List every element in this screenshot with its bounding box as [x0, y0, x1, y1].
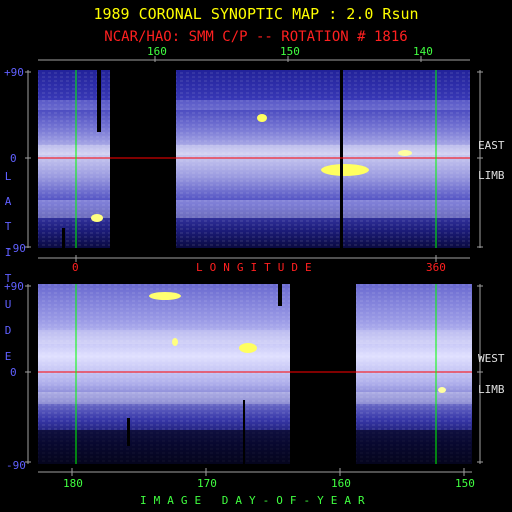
bottom-frame — [25, 284, 483, 476]
top-lat-tick-equator: 0 — [10, 152, 17, 165]
lon-tick-140: 140 — [413, 45, 433, 58]
latitude-letter: I — [4, 246, 12, 259]
map-title: 1989 CORONAL SYNOPTIC MAP : 2.0 Rsun — [93, 5, 419, 23]
lon-axis-end: 360 — [426, 261, 446, 274]
bottom-map — [38, 284, 472, 464]
latitude-letter: D — [4, 324, 12, 337]
latitude-letter: T — [4, 272, 12, 285]
map-subtitle: NCAR/HAO: SMM C/P -- ROTATION # 1816 — [104, 29, 408, 45]
top-frame — [25, 56, 483, 262]
latitude-letter: A — [4, 195, 12, 208]
west-limb-label: LIMB — [478, 383, 505, 396]
day-of-year-label: IMAGE DAY-OF-YEAR — [140, 494, 372, 507]
west-label: WEST — [478, 352, 505, 365]
day-tick-180: 180 — [63, 477, 83, 490]
day-tick-160: 160 — [331, 477, 351, 490]
bottom-lat-tick-north: +90 — [4, 280, 24, 293]
day-tick-150: 150 — [455, 477, 475, 490]
latitude-letter: U — [4, 298, 12, 311]
lon-tick-160: 160 — [147, 45, 167, 58]
latitude-letter: E — [4, 350, 12, 363]
top-lat-tick-north: +90 — [4, 66, 24, 79]
day-tick-170: 170 — [197, 477, 217, 490]
lon-axis-start: 0 — [72, 261, 79, 274]
east-limb-label: LIMB — [478, 169, 505, 182]
top-lat-tick-south: -90 — [6, 242, 26, 255]
latitude-letter: L — [4, 170, 12, 183]
top-map — [38, 70, 470, 248]
bottom-lat-tick-equator: 0 — [10, 366, 17, 379]
longitude-label: LONGITUDE — [196, 261, 319, 274]
lon-tick-150: 150 — [280, 45, 300, 58]
latitude-letter: T — [4, 220, 12, 233]
bottom-lat-tick-south: -90 — [6, 459, 26, 472]
east-label: EAST — [478, 139, 505, 152]
